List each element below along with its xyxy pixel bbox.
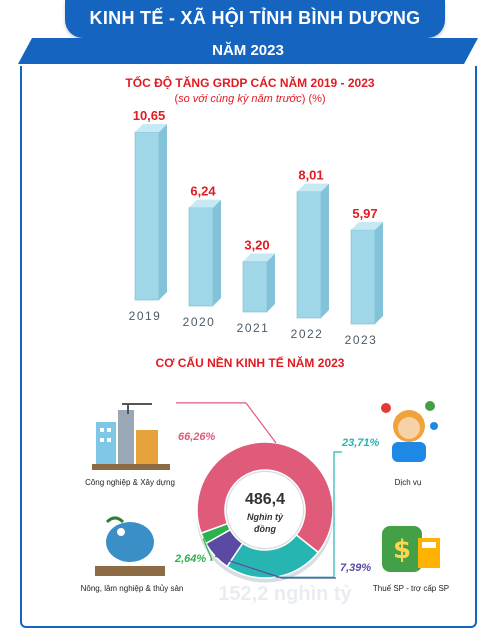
grdp-year-label: 2019 bbox=[129, 309, 162, 323]
bar-chart-subtitle: (so với cùng kỳ năm trước) (%) bbox=[174, 93, 326, 105]
grdp-value-label: 8,01 bbox=[298, 168, 323, 183]
grdp-value-label: 6,24 bbox=[190, 184, 216, 199]
agriculture-label: Nông, lâm nghiệp & thủy sản bbox=[80, 584, 184, 593]
grdp-value-label: 3,20 bbox=[244, 238, 269, 253]
title-banner bbox=[65, 0, 445, 38]
slice-value-label: 66,26% bbox=[178, 431, 216, 443]
total-unit-line1: Nghìn tỷ bbox=[247, 512, 284, 522]
grdp-bar-2023 bbox=[350, 221, 383, 325]
subtitle-unit: (%) bbox=[308, 93, 326, 105]
grdp-year-label: 2023 bbox=[345, 333, 378, 347]
ghost-value-text: 152,2 nghìn tỷ bbox=[218, 583, 352, 605]
grdp-value-label: 10,65 bbox=[133, 108, 166, 123]
donut-slice bbox=[196, 441, 334, 554]
tax-label: Thuế SP - trợ cấp SP bbox=[372, 584, 450, 593]
total-unit-line2: đồng bbox=[254, 524, 276, 534]
grdp-bar-2019 bbox=[134, 124, 167, 301]
grdp-year-label: 2022 bbox=[291, 327, 324, 341]
year-banner bbox=[18, 38, 478, 64]
grdp-bar-2022 bbox=[296, 183, 329, 319]
grdp-bar-2020 bbox=[188, 199, 221, 307]
slice-value-label: 7,39% bbox=[340, 562, 371, 574]
industry-label: Công nghiệp & Xây dựng bbox=[85, 478, 175, 487]
agriculture-fish-icon bbox=[95, 516, 165, 576]
tax-money-icon: $ bbox=[382, 526, 440, 572]
services-person-icon bbox=[381, 401, 438, 462]
services-label: Dịch vụ bbox=[394, 478, 422, 487]
slice-value-label: 2,64% bbox=[174, 553, 206, 565]
page-title: KINH TẾ - XÃ HỘI TỈNH BÌNH DƯƠNG bbox=[89, 8, 421, 28]
bar-chart-title: TỐC ĐỘ TĂNG GRDP CÁC NĂM 2019 - 2023 bbox=[125, 76, 375, 90]
subtitle-italic: so với cùng kỳ năm trước bbox=[178, 93, 302, 105]
grdp-year-label: 2021 bbox=[237, 321, 270, 335]
grdp-bar-chart: 10,65 2019 6,24 2020 3,20 2021 8,01 2022 5,97 202… bbox=[129, 108, 383, 347]
year-label: NĂM 2023 bbox=[212, 42, 284, 59]
svg-text:$: $ bbox=[393, 535, 411, 565]
slice-value-label: 23,71% bbox=[341, 437, 380, 449]
total-value: 486,4 bbox=[245, 491, 285, 508]
pie-chart-title: CƠ CẤU NỀN KINH TẾ NĂM 2023 bbox=[155, 356, 345, 370]
grdp-value-label: 5,97 bbox=[352, 206, 377, 221]
industry-construction-icon bbox=[92, 403, 170, 470]
grdp-bar-2021 bbox=[242, 253, 275, 313]
grdp-year-label: 2020 bbox=[183, 315, 216, 329]
content-frame bbox=[20, 66, 477, 628]
